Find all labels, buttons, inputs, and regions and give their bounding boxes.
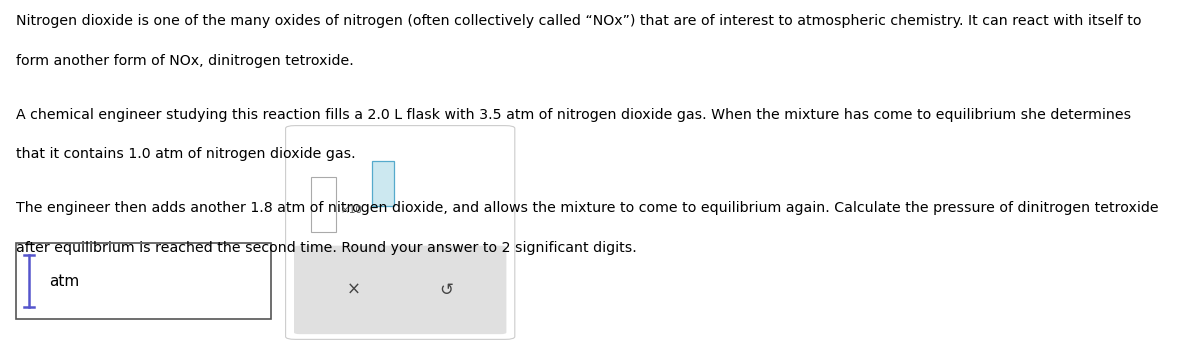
FancyBboxPatch shape bbox=[311, 177, 336, 232]
Text: that it contains 1.0 atm of nitrogen dioxide gas.: that it contains 1.0 atm of nitrogen dio… bbox=[16, 147, 355, 161]
Text: ×: × bbox=[347, 281, 361, 299]
FancyBboxPatch shape bbox=[372, 161, 394, 206]
FancyBboxPatch shape bbox=[16, 243, 271, 319]
Text: atm: atm bbox=[49, 273, 79, 289]
FancyBboxPatch shape bbox=[294, 246, 506, 334]
Text: form another form of NOx, dinitrogen tetroxide.: form another form of NOx, dinitrogen tet… bbox=[16, 54, 353, 68]
Text: A chemical engineer studying this reaction fills a 2.0 L flask with 3.5 atm of n: A chemical engineer studying this reacti… bbox=[16, 108, 1130, 121]
FancyBboxPatch shape bbox=[286, 126, 515, 339]
Text: The engineer then adds another 1.8 atm of nitrogen dioxide, and allows the mixtu: The engineer then adds another 1.8 atm o… bbox=[16, 201, 1158, 215]
Text: after equilibrium is reached the second time. Round your answer to 2 significant: after equilibrium is reached the second … bbox=[16, 241, 636, 255]
Text: ↺: ↺ bbox=[439, 281, 454, 299]
Text: ×10: ×10 bbox=[341, 205, 362, 215]
Text: Nitrogen dioxide is one of the many oxides of nitrogen (often collectively calle: Nitrogen dioxide is one of the many oxid… bbox=[16, 14, 1141, 28]
